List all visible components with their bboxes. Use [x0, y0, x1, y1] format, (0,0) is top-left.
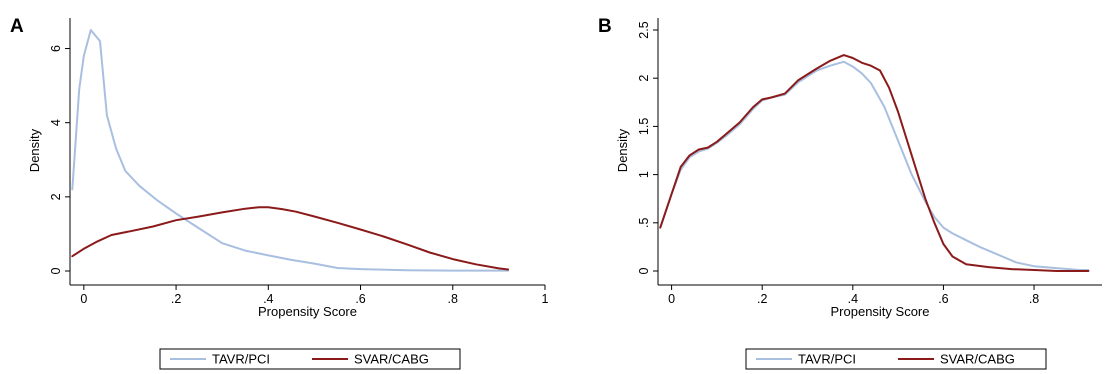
- panel-label: B: [598, 16, 612, 37]
- x-tick-label: .6: [355, 292, 365, 306]
- x-axis-title: Propensity Score: [831, 304, 930, 319]
- panel-b: B 0 .2 .4 .6 .8 0 .5 1 1.5 2 2.5 Propensity Score Den…: [598, 16, 1102, 370]
- y-tick-label: 2: [637, 75, 651, 82]
- series-line-tavr-pci: [71, 29, 510, 272]
- legend-box: [159, 348, 461, 370]
- legend-box: [745, 348, 1047, 370]
- panel-label: A: [10, 16, 24, 37]
- y-tick-label: 2.5: [637, 21, 651, 38]
- x-tick-label: .8: [448, 292, 458, 306]
- x-tick-label: .4: [848, 292, 858, 306]
- y-tick-label: .5: [637, 218, 651, 228]
- x-tick-label: 1: [542, 292, 549, 306]
- legend-label: SVAR/CABG: [940, 352, 1015, 367]
- x-tick-label: .8: [1029, 292, 1039, 306]
- y-tick-label: 1.5: [637, 118, 651, 135]
- x-tick-label: .4: [263, 292, 273, 306]
- x-tick-label: .2: [171, 292, 181, 306]
- y-tick-label: 0: [49, 267, 63, 274]
- y-tick-label: 2: [49, 193, 63, 200]
- x-tick-label: 0: [80, 292, 87, 306]
- series-line-tavr-pci: [659, 60, 1090, 271]
- legend-label: SVAR/CABG: [354, 352, 429, 367]
- series-line-svar-cabg: [659, 54, 1090, 272]
- x-axis-title: Propensity Score: [258, 304, 357, 319]
- panel-a: A 0 .2 .4 .6 .8 1 0 2 4 6 Propensity Score Density TA…: [10, 16, 549, 370]
- y-axis-title: Density: [615, 128, 630, 172]
- y-tick-label: 6: [49, 45, 63, 52]
- y-tick-label: 4: [49, 119, 63, 126]
- series-line-svar-cabg: [71, 206, 510, 271]
- y-tick-label: 0: [637, 267, 651, 274]
- x-tick-label: 0: [668, 292, 675, 306]
- y-axis-title: Density: [27, 128, 42, 172]
- x-tick-label: .2: [757, 292, 767, 306]
- legend-label: TAVR/PCI: [798, 352, 856, 367]
- x-tick-label: .6: [938, 292, 948, 306]
- legend-label: TAVR/PCI: [212, 352, 270, 367]
- y-tick-label: 1: [637, 171, 651, 178]
